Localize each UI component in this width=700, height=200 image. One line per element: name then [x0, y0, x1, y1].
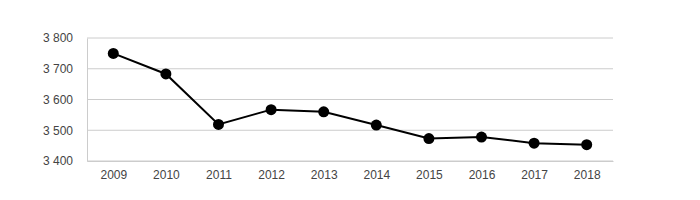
x-tick: 2012: [258, 168, 285, 182]
x-tick-label: 2010: [153, 168, 180, 182]
y-tick-label: 3 700: [43, 62, 73, 76]
y-tick-label: 3 400: [43, 154, 73, 168]
marker: [529, 138, 540, 149]
marker: [371, 120, 382, 131]
x-tick: 2010: [153, 168, 180, 182]
marker: [213, 119, 224, 130]
x-tick: 2016: [469, 168, 496, 182]
grid: [87, 38, 613, 161]
x-tick: 2009: [100, 168, 127, 182]
x-tick-label: 2018: [574, 168, 601, 182]
y-tick-label: 3 600: [43, 93, 73, 107]
x-tick-label: 2014: [363, 168, 390, 182]
chart: 3 400 3 500 3 600 3 700 3 800 2009 2010 2011 201…: [0, 0, 700, 200]
y-tick: 3 600: [43, 93, 87, 107]
x-tick: 2014: [363, 168, 390, 182]
x-tick: 2011: [206, 168, 232, 182]
y-tick-label: 3 500: [43, 124, 73, 138]
y-axis: 3 400 3 500 3 600 3 700 3 800: [43, 31, 88, 168]
y-tick: 3 400: [43, 154, 87, 168]
line: [113, 53, 586, 144]
marker: [581, 139, 592, 150]
grid-line: [87, 161, 613, 162]
plot-area: [108, 48, 592, 150]
x-tick-label: 2009: [100, 168, 127, 182]
x-tick-label: 2017: [521, 168, 548, 182]
x-tick: 2018: [574, 168, 601, 182]
marker: [423, 133, 434, 144]
y-tick: 3 700: [43, 62, 87, 76]
x-tick: 2013: [311, 168, 338, 182]
marker: [266, 104, 277, 115]
x-tick-label: 2016: [469, 168, 496, 182]
y-tick: 3 500: [43, 124, 87, 138]
x-tick-label: 2015: [416, 168, 443, 182]
x-axis: 2009 2010 2011 2012 2013 2014 2015 2016 2017 2018: [88, 162, 614, 182]
marker: [160, 68, 171, 79]
x-tick-label: 2012: [258, 168, 285, 182]
marker: [476, 132, 487, 143]
y-tick: 3 800: [43, 31, 87, 45]
grid-line: [87, 38, 613, 39]
grid-line: [87, 99, 613, 100]
x-axis-line: [88, 161, 614, 162]
x-tick-label: 2013: [311, 168, 338, 182]
x-tick: 2017: [521, 168, 548, 182]
y-axis-line: [87, 39, 88, 162]
grid-line: [87, 130, 613, 131]
marker: [318, 106, 329, 117]
marker: [108, 48, 119, 59]
y-tick-label: 3 800: [43, 31, 73, 45]
x-tick: 2015: [416, 168, 443, 182]
x-tick-label: 2011: [206, 168, 232, 182]
